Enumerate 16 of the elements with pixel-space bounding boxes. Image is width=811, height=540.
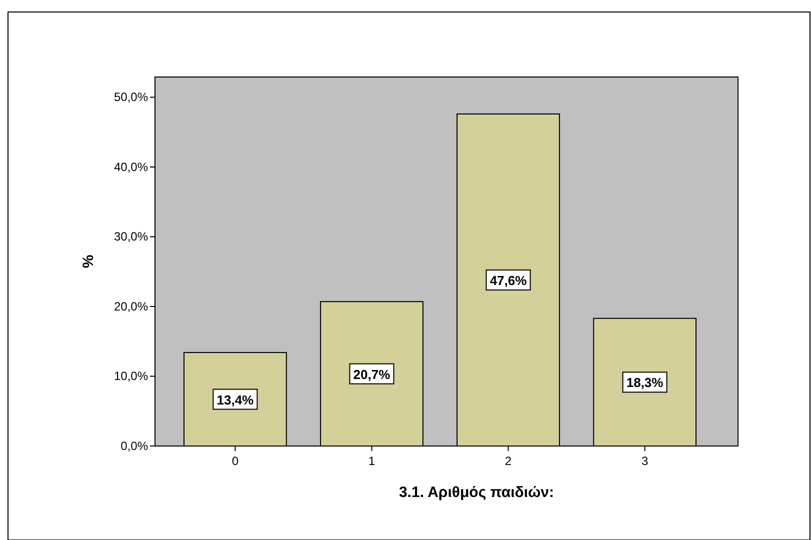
x-axis-title: 3.1. Αριθμός παιδιών: [398, 484, 554, 501]
y-tick-label: 40,0% [114, 160, 148, 174]
x-tick-label: 2 [504, 454, 512, 468]
y-tick-label: 30,0% [114, 230, 148, 244]
y-tick-label: 10,0% [114, 369, 148, 384]
y-tick-label: 0,0% [120, 439, 148, 453]
y-tick-label: 20,0% [114, 299, 148, 314]
x-tick-label: 3 [641, 454, 648, 468]
data-label: 47,6% [490, 272, 528, 288]
x-tick-label: 0 [232, 454, 239, 468]
y-tick-label: 50,0% [114, 90, 148, 104]
data-label: 20,7% [353, 366, 391, 382]
y-axis-title: % [80, 254, 97, 268]
data-label: 13,4% [216, 392, 254, 408]
x-tick-label: 1 [368, 454, 376, 468]
data-label: 18,3% [626, 375, 664, 390]
